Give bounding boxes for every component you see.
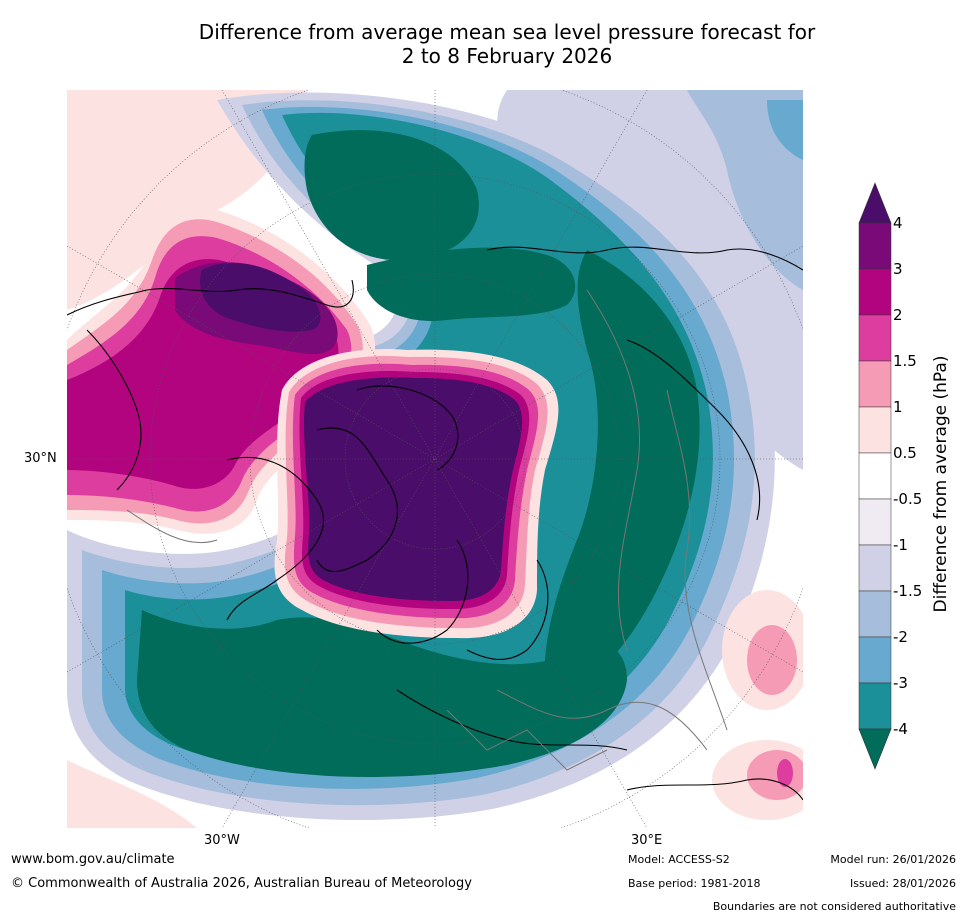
anomaly-region-bluegrey-northeast [687,90,803,290]
colorbar-tick-label: -1.5 [893,582,923,600]
map-svg [67,90,803,828]
colorbar-tick-label: 0.5 [893,444,917,462]
title-line-2: 2 to 8 February 2026 [401,44,613,68]
colorbar-title: Difference from average (hPa) [931,355,951,613]
anomaly-region-darkgreen-arctic-coast [367,247,576,321]
chart-title: Difference from average mean sea level p… [0,20,965,68]
anomaly-region-darkgreen-atlantic-europe [137,610,627,777]
footer-disclaimer: Boundaries are not considered authoritat… [712,900,956,913]
colorbar-segment [858,314,892,362]
anomaly-region-magenta-southeast-core [777,759,793,787]
anomaly-region-arctic-deep-purple [304,377,523,602]
colorbar-tick-label: 4 [893,214,903,232]
colorbar-tick-label: -4 [893,720,908,738]
colorbar-segment [858,222,892,270]
colorbar-tick-label: -3 [893,674,908,692]
colorbar-segment [858,360,892,408]
colorbar [855,180,965,785]
lon-label-30w: 30°W [204,833,240,848]
footer-copyright: © Commonwealth of Australia 2026, Austra… [11,876,472,891]
colorbar-segment [858,544,892,592]
colorbar-tick-label: -1 [893,536,908,554]
anomaly-region-pale-pink-southwest [67,760,197,828]
footer-model: Model: ACCESS-S2 [628,853,730,866]
colorbar-segment [858,406,892,454]
graticule [67,90,803,828]
colorbar-extend-low [858,728,892,770]
colorbar-tick-label: 1 [893,398,903,416]
colorbar-tick-label: -2 [893,628,908,646]
lat-label-30n: 30°N [24,451,57,466]
anomaly-region-blue-corner [767,100,803,160]
colorbar-segment [858,590,892,638]
colorbar-tick-label: 2 [893,306,903,324]
footer-base-period: Base period: 1981-2018 [628,877,761,890]
colorbar-tick-label: 1.5 [893,352,917,370]
pressure-anomaly-map [67,90,803,828]
colorbar-segment [858,498,892,546]
country-borders [126,289,728,771]
colorbar-segment [858,268,892,316]
lon-label-30e: 30°E [631,833,663,848]
anomaly-region-pink-east-asia-core [747,625,797,695]
anomaly-region-deep-purple-aleutian [199,262,321,332]
footer-website[interactable]: www.bom.gov.au/climate [11,852,175,867]
colorbar-svg [858,182,892,770]
anomaly-region-darkgreen-north-pacific [304,130,479,260]
footer-issued: Issued: 28/01/2026 [849,877,956,890]
colorbar-segment [858,452,892,500]
title-line-1: Difference from average mean sea level p… [198,20,816,44]
colorbar-tick-label: -0.5 [893,490,923,508]
colorbar-tick-label: 3 [893,260,903,278]
colorbar-extend-high [858,182,892,224]
colorbar-segment [858,682,892,730]
anomaly-region-darkgreen-siberia [544,250,700,710]
footer-model-run: Model run: 26/01/2026 [830,853,956,866]
colorbar-segment [858,636,892,684]
